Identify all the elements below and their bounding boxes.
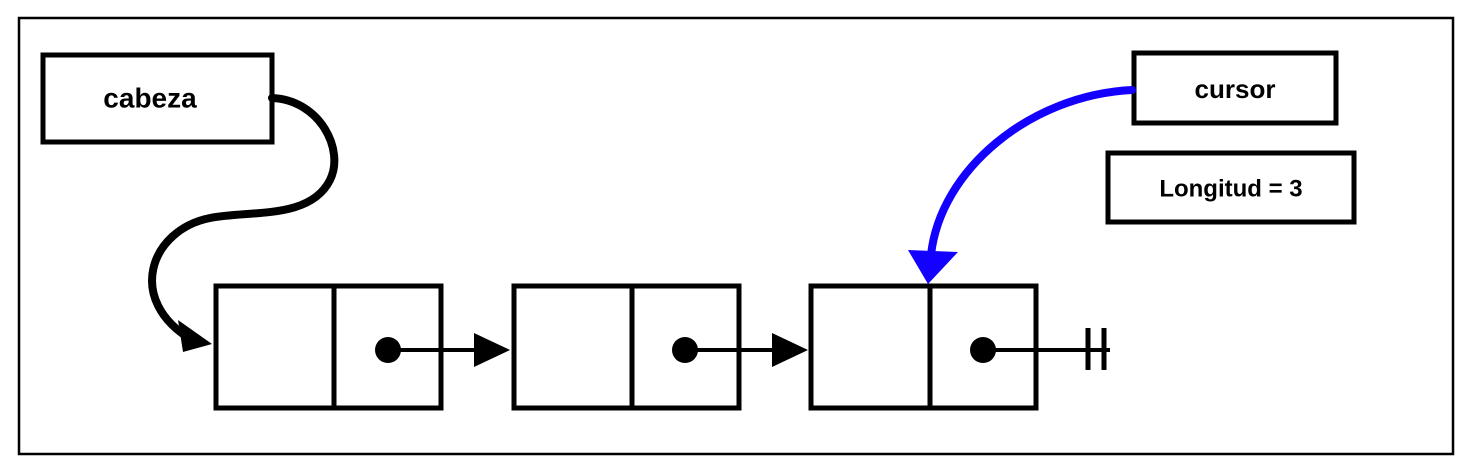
node-frame [213, 283, 444, 411]
head-pointer-box: cabeza [40, 52, 275, 145]
head-arrow [148, 94, 339, 344]
list-node [808, 283, 1039, 411]
node-frame [808, 283, 1039, 411]
ground-null-icon [983, 328, 1110, 370]
length-label: Longitud = 3 [1159, 175, 1302, 202]
next-arrow-1-head [474, 333, 510, 367]
cursor-arrow-head [908, 250, 958, 284]
list-node [213, 283, 444, 411]
length-box: Longitud = 3 [1105, 150, 1357, 225]
head-label: cabeza [103, 82, 197, 113]
cursor-pointer-box: cursor [1131, 50, 1339, 126]
cursor-arrow [927, 86, 1136, 259]
cursor-label: cursor [1195, 74, 1276, 104]
node-frame [511, 283, 742, 411]
list-node [511, 283, 742, 411]
head-arrow-head [178, 320, 212, 352]
next-arrow-2-head [772, 333, 808, 367]
